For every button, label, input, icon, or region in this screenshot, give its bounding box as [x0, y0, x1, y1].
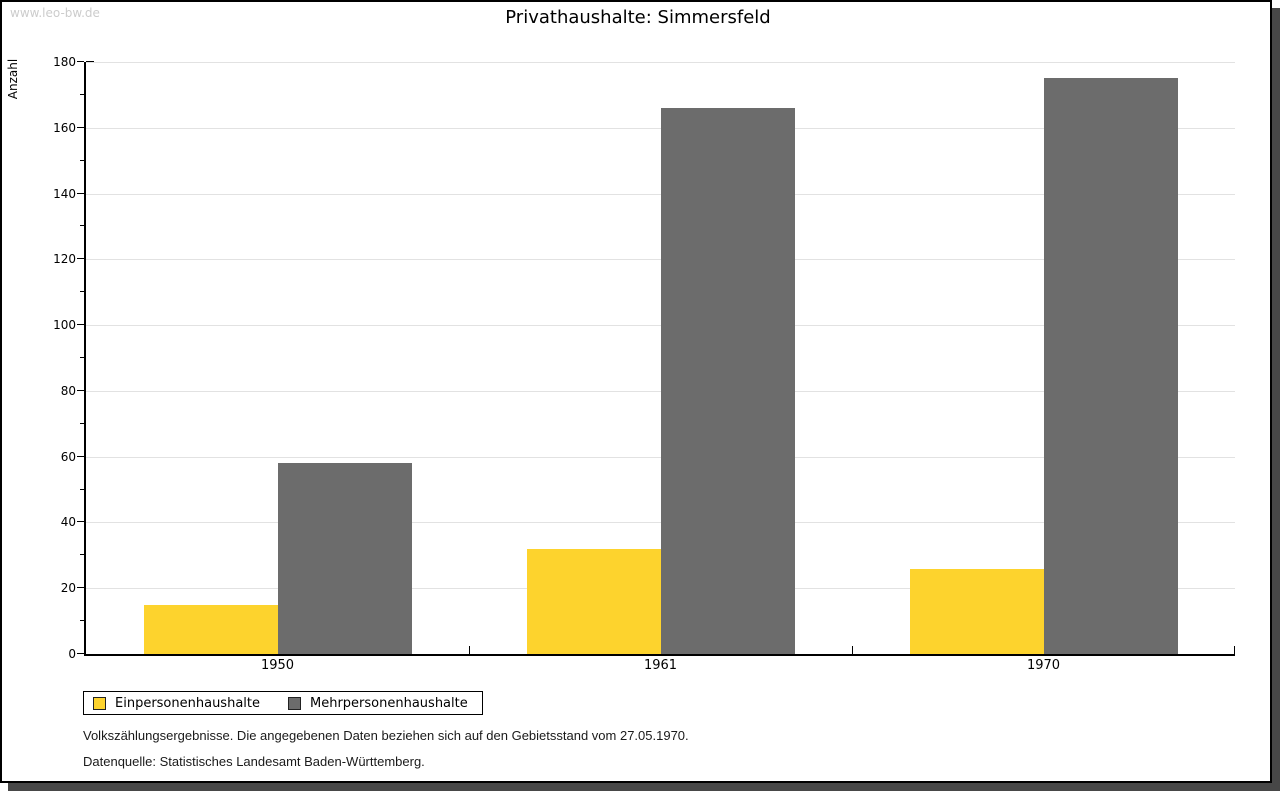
y-minor-tick-70: [80, 422, 84, 424]
y-tick-label-0: 0: [68, 647, 76, 661]
y-tick-label-140: 140: [53, 186, 76, 201]
x-tick-2: [852, 646, 853, 654]
y-tick-160: [77, 126, 84, 128]
y-minor-tick-90: [80, 357, 84, 358]
y-tick-label-100: 100: [53, 318, 76, 333]
y-tick-40: [77, 521, 84, 523]
bar-einpersonenhaushalte-1970: [909, 568, 1044, 654]
bar-einpersonenhaushalte-1950: [143, 604, 278, 654]
bar-mehrpersonenhaushalte-1961: [660, 108, 795, 654]
y-tick-140: [77, 192, 84, 194]
legend-swatch-mehrpersonenhaushalte: [288, 696, 301, 710]
y-tick-label-80: 80: [60, 383, 76, 398]
y-tick-60: [77, 455, 84, 457]
chart-title: Privathaushalte: Simmersfeld: [505, 7, 771, 28]
y-tick-20: [77, 587, 84, 589]
y-minor-tick-150: [80, 159, 84, 161]
legend-swatch-einpersonenhaushalte: [93, 696, 106, 710]
y-axis-top-cap: [86, 61, 94, 62]
frame-shadow-bottom: [8, 783, 1280, 791]
x-category-label-1970: 1970: [1026, 658, 1061, 673]
y-tick-label-160: 160: [53, 120, 76, 135]
y-minor-tick-30: [80, 554, 84, 556]
watermark: www.leo-bw.de: [10, 6, 100, 20]
frame-shadow-right: [1272, 8, 1280, 791]
x-tick-1: [469, 646, 470, 654]
y-tick-label-180: 180: [53, 55, 76, 69]
y-tick-80: [77, 389, 84, 391]
y-tick-100: [77, 324, 84, 326]
legend-item-mehrpersonenhaushalte: Mehrpersonenhaushalte: [288, 696, 468, 711]
x-category-label-1950: 1950: [260, 658, 295, 673]
legend-item-einpersonenhaushalte: Einpersonenhaushalte: [93, 696, 260, 711]
gridline-180: [86, 62, 1235, 63]
legend: Einpersonenhaushalte Mehrpersonenhaushalt…: [83, 691, 483, 715]
y-minor-tick-110: [80, 291, 84, 293]
y-minor-tick-10: [80, 620, 84, 622]
y-tick-0: [77, 653, 84, 654]
y-tick-180: [77, 61, 84, 62]
y-tick-120: [77, 258, 84, 260]
bar-mehrpersonenhaushalte-1950: [277, 463, 412, 654]
y-minor-tick-170: [80, 93, 84, 95]
footer-note: Volkszählungsergebnisse. Die angegebenen…: [83, 728, 689, 743]
y-axis-label: Anzahl: [6, 58, 20, 100]
plot-area: 0 20 40 60 80 100 120 140 160 180 1950 1961 1970: [53, 55, 1235, 673]
y-minor-tick-130: [80, 225, 84, 227]
y-tick-label-60: 60: [60, 449, 76, 464]
bar-mehrpersonenhaushalte-1970: [1043, 78, 1178, 654]
footer-source: Datenquelle: Statistisches Landesamt Bad…: [83, 754, 425, 769]
y-minor-tick-50: [80, 488, 84, 490]
x-category-label-1961: 1961: [643, 658, 678, 673]
bar-einpersonenhaushalte-1961: [526, 548, 661, 654]
y-tick-label-120: 120: [53, 252, 76, 267]
legend-label-mehrpersonenhaushalte: Mehrpersonenhaushalte: [310, 695, 468, 711]
legend-label-einpersonenhaushalte: Einpersonenhaushalte: [115, 695, 260, 711]
y-tick-label-20: 20: [60, 581, 76, 596]
x-tick-end: [1234, 646, 1235, 654]
y-tick-label-40: 40: [60, 515, 76, 530]
